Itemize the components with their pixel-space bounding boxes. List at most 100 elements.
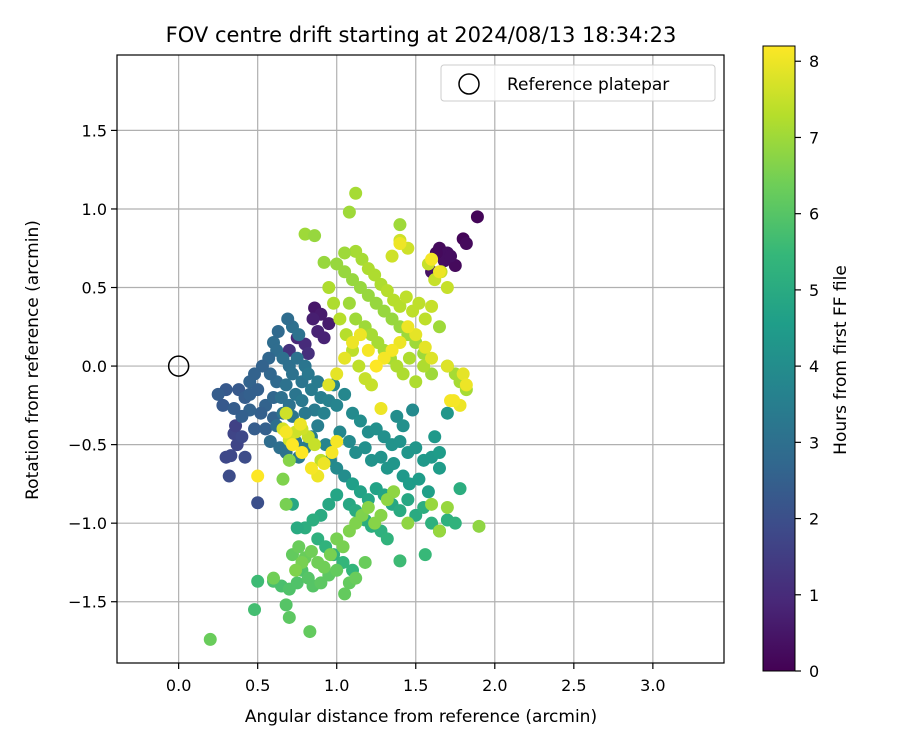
data-point <box>432 524 446 538</box>
data-point <box>346 406 360 420</box>
data-point <box>301 367 315 381</box>
data-point <box>387 485 401 499</box>
data-point <box>325 445 339 459</box>
data-point <box>409 508 423 522</box>
data-point <box>409 328 423 342</box>
data-point <box>330 367 344 381</box>
data-point <box>346 336 360 350</box>
data-point <box>387 456 401 470</box>
data-point <box>440 406 454 420</box>
data-point <box>385 312 399 326</box>
data-point <box>358 555 372 569</box>
data-point <box>203 632 217 646</box>
data-point <box>317 255 331 269</box>
data-point <box>342 434 356 448</box>
data-point <box>425 516 439 530</box>
data-point <box>440 500 454 514</box>
colorbar-tick-label: 7 <box>809 128 819 147</box>
colorbar-label: Hours from first FF file <box>831 265 851 455</box>
data-point <box>222 469 236 483</box>
data-point <box>425 367 439 381</box>
y-tick-label: 1.0 <box>82 200 107 219</box>
data-point <box>440 281 454 295</box>
data-point <box>440 359 454 373</box>
data-point <box>338 351 352 365</box>
data-point <box>211 387 225 401</box>
plot-frame <box>116 54 725 664</box>
data-point <box>279 406 293 420</box>
colorbar-tick-label: 5 <box>809 281 819 300</box>
data-point <box>219 450 233 464</box>
data-point <box>425 252 439 266</box>
data-point <box>353 328 367 342</box>
data-point <box>393 434 407 448</box>
data-point <box>374 401 388 415</box>
data-point <box>353 485 367 499</box>
data-point <box>282 453 296 467</box>
data-point <box>235 430 249 444</box>
data-point <box>336 540 350 554</box>
data-point <box>444 249 458 263</box>
data-point <box>289 563 303 577</box>
data-point <box>317 560 331 574</box>
data-point <box>396 419 410 433</box>
x-tick-label: 2.5 <box>561 676 586 695</box>
data-point <box>396 367 410 381</box>
x-tick-label: 1.0 <box>324 676 349 695</box>
data-point <box>314 576 328 590</box>
x-tick-label: 1.5 <box>403 676 428 695</box>
data-point <box>418 312 432 326</box>
data-point <box>292 540 306 554</box>
x-tick-label: 3.0 <box>640 676 665 695</box>
data-point <box>352 359 366 373</box>
data-point <box>393 237 407 251</box>
data-point <box>285 438 299 452</box>
data-point <box>311 532 325 546</box>
y-axis-ticks: −1.5 −1.0 −0.5 0.0 0.5 1.0 1.5 <box>68 121 117 612</box>
data-point <box>459 378 473 392</box>
data-point <box>393 299 407 313</box>
data-point <box>401 516 415 530</box>
colorbar-tick-label: 0 <box>809 662 819 681</box>
data-point <box>279 425 293 439</box>
data-point <box>322 378 336 392</box>
data-point <box>346 477 360 491</box>
data-point <box>266 571 280 585</box>
data-point <box>235 409 249 423</box>
data-point <box>361 500 375 514</box>
legend: Reference platepar <box>440 64 716 102</box>
data-point <box>425 351 439 365</box>
data-point <box>353 281 367 295</box>
data-point <box>380 284 394 298</box>
data-point <box>412 296 426 310</box>
data-point <box>281 312 295 326</box>
y-tick-label: 0.0 <box>82 357 107 376</box>
data-point <box>349 312 363 326</box>
data-point <box>402 351 416 365</box>
data-point <box>298 406 312 420</box>
data-point <box>317 456 331 470</box>
colorbar-tick-label: 8 <box>809 52 819 71</box>
data-point <box>432 320 446 334</box>
x-axis-ticks: 0.0 0.5 1.0 1.5 2.0 2.5 3.0 <box>166 663 666 695</box>
data-point <box>255 359 269 373</box>
data-point <box>311 419 325 433</box>
data-point <box>393 336 407 350</box>
data-point <box>322 281 336 295</box>
data-point <box>330 563 344 577</box>
data-point <box>303 625 317 639</box>
legend-marker-icon <box>458 73 480 95</box>
scatter-points <box>203 186 486 646</box>
data-point <box>251 574 265 588</box>
data-point <box>369 359 383 373</box>
data-point <box>274 390 288 404</box>
data-point <box>248 367 262 381</box>
data-point <box>338 246 352 260</box>
data-point <box>377 351 391 365</box>
data-point <box>290 521 304 535</box>
data-point <box>317 406 331 420</box>
data-point <box>251 496 265 510</box>
legend-box <box>440 64 716 102</box>
legend-label: Reference platepar <box>507 75 669 95</box>
colorbar-tick-label: 3 <box>809 433 819 452</box>
